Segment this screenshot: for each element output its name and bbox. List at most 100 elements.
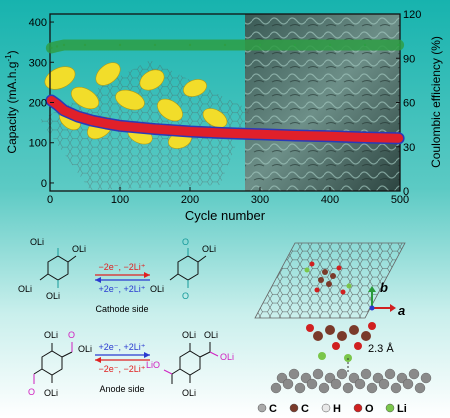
axis-b-arrowhead — [368, 286, 376, 292]
series-1-point — [90, 119, 94, 122]
series-1-point — [188, 130, 192, 133]
x-tick-label: 200 — [181, 194, 199, 206]
series-1-point — [76, 115, 80, 118]
anode-reactant-molecule — [33, 342, 73, 384]
legend-swatch — [321, 403, 331, 413]
anode-right-bottom-label: OLi — [182, 388, 196, 398]
series-1-point — [328, 135, 332, 138]
series-0-point — [83, 43, 87, 47]
x-tick-label: 300 — [251, 194, 269, 206]
series-0-point — [153, 43, 157, 47]
series-1-point — [293, 134, 297, 137]
anode-left-bottom-label: OLi — [44, 388, 58, 398]
legend-label: O — [365, 403, 374, 415]
series-0-point — [188, 43, 192, 47]
anode-left-ketone-bottom: O — [28, 387, 35, 397]
series-1-point — [363, 136, 367, 139]
axis-a-label: a — [398, 303, 405, 318]
anode-right-top-label: OLi — [182, 330, 196, 340]
series-0-point — [397, 43, 400, 47]
series-1-point — [55, 103, 59, 106]
y-left-axis-label: Capacity (mA.h.g-1) — [4, 50, 19, 153]
cathode-left-bottom-label: OLi — [46, 291, 60, 301]
cathode-forward-arrowhead — [144, 272, 150, 278]
cathode-side-label: Cathode side — [95, 304, 148, 314]
anode-right-top-oli: OLi — [204, 330, 218, 340]
x-axis-label: Cycle number — [185, 208, 266, 223]
chart: 0 100 200 300 400 50001002003004000306090120 … — [4, 9, 443, 223]
y-left-tick-label: 400 — [29, 17, 47, 29]
x-tick-label: 400 — [321, 194, 339, 206]
axis-origin — [369, 305, 375, 311]
legend-swatch — [353, 403, 363, 413]
series-0-point — [223, 43, 227, 47]
y-right-tick-label: 0 — [403, 186, 409, 198]
y-left-tick-label: 300 — [29, 57, 47, 69]
adsorbed-molecule-top-view — [304, 261, 352, 295]
cathode-product-molecule — [169, 248, 207, 288]
atom-legend: C C H O Li — [257, 403, 407, 415]
cathode-right-top-o: O — [182, 237, 189, 247]
series-0-point — [293, 43, 297, 47]
y-left-tick-label: 200 — [29, 98, 47, 110]
cathode-left-bottomleft-label: OLi — [18, 284, 32, 294]
cathode-oxidation-label: −2e⁻, −2Li⁺ — [98, 262, 145, 272]
cathode-reduction-label: +2e⁻, +2Li⁺ — [98, 284, 145, 294]
axis-a-arrowhead — [390, 304, 396, 312]
series-1-point — [50, 99, 53, 102]
legend-label: Li — [397, 403, 407, 415]
series-1-point — [104, 122, 108, 125]
x-tick-label: 0 — [47, 194, 53, 206]
legend-swatch — [385, 403, 395, 413]
anode-reduction-label: +2e⁻, +2Li⁺ — [98, 342, 145, 352]
x-tick-label: 100 — [111, 194, 129, 206]
series-0-point — [258, 43, 262, 47]
cathode-right-bottom-label: OLi — [150, 284, 164, 294]
y-right-tick-label: 120 — [403, 9, 421, 21]
cathode-reactant-molecule — [39, 248, 77, 288]
cathode-right-bottom-o: O — [182, 291, 189, 301]
series-1-point — [223, 131, 227, 135]
series-0-point — [62, 43, 66, 47]
cathode-left-top-label: OLi — [30, 237, 44, 247]
graphene-top-view — [254, 242, 406, 319]
cathode-left-topright-label: OLi — [72, 244, 86, 254]
chart-marks — [45, 39, 405, 145]
reaction-scheme: OLi OLi OLi OLi −2e⁻, −2Li⁺ +2e⁻, +2Li⁺ … — [18, 237, 234, 398]
series-1-point — [258, 133, 262, 136]
axis-b-label: b — [380, 280, 388, 295]
series-0-point — [363, 43, 367, 47]
y-right-axis-label: Coulombic efficiency (%) — [429, 36, 443, 168]
cathode-right-top-label: OLi — [202, 244, 216, 254]
series-1-point — [153, 127, 157, 131]
legend-label: H — [333, 403, 341, 415]
series-0-point — [118, 43, 122, 47]
y-right-tick-label: 90 — [403, 53, 415, 65]
y-left-label-main: Capacity (mA.h.g — [5, 62, 19, 154]
x-tick-label: 500 — [391, 194, 409, 206]
anode-side-label: Anode side — [99, 384, 144, 394]
legend-label: C — [269, 403, 277, 415]
anode-product-molecule — [163, 342, 219, 384]
series-0-point — [55, 45, 59, 48]
bond-distance-label: 2.3 Å — [368, 342, 394, 355]
series-0-point — [50, 46, 53, 50]
anode-left-ketone-li: OLi — [78, 344, 92, 354]
anode-right-side-oli: OLi — [220, 352, 234, 362]
y-left-label-sup: -1 — [4, 54, 13, 62]
y-left-tick-label: 100 — [29, 138, 47, 150]
anode-left-ketone-top: O — [68, 330, 75, 340]
anode-oxidation-label: −2e⁻, −2Li⁺ — [98, 364, 145, 374]
legend-swatch — [289, 403, 299, 413]
graphene-side-view — [270, 322, 432, 394]
y-left-tick-label: 0 — [41, 178, 47, 190]
anode-forward-arrowhead — [144, 352, 150, 358]
legend-swatch — [257, 403, 267, 413]
anode-right-lio: LiO — [146, 360, 160, 370]
y-left-label-close: ) — [5, 50, 19, 54]
anode-reverse-arrowhead — [95, 357, 101, 363]
y-right-tick-label: 60 — [403, 98, 415, 110]
series-1-point — [62, 109, 66, 112]
